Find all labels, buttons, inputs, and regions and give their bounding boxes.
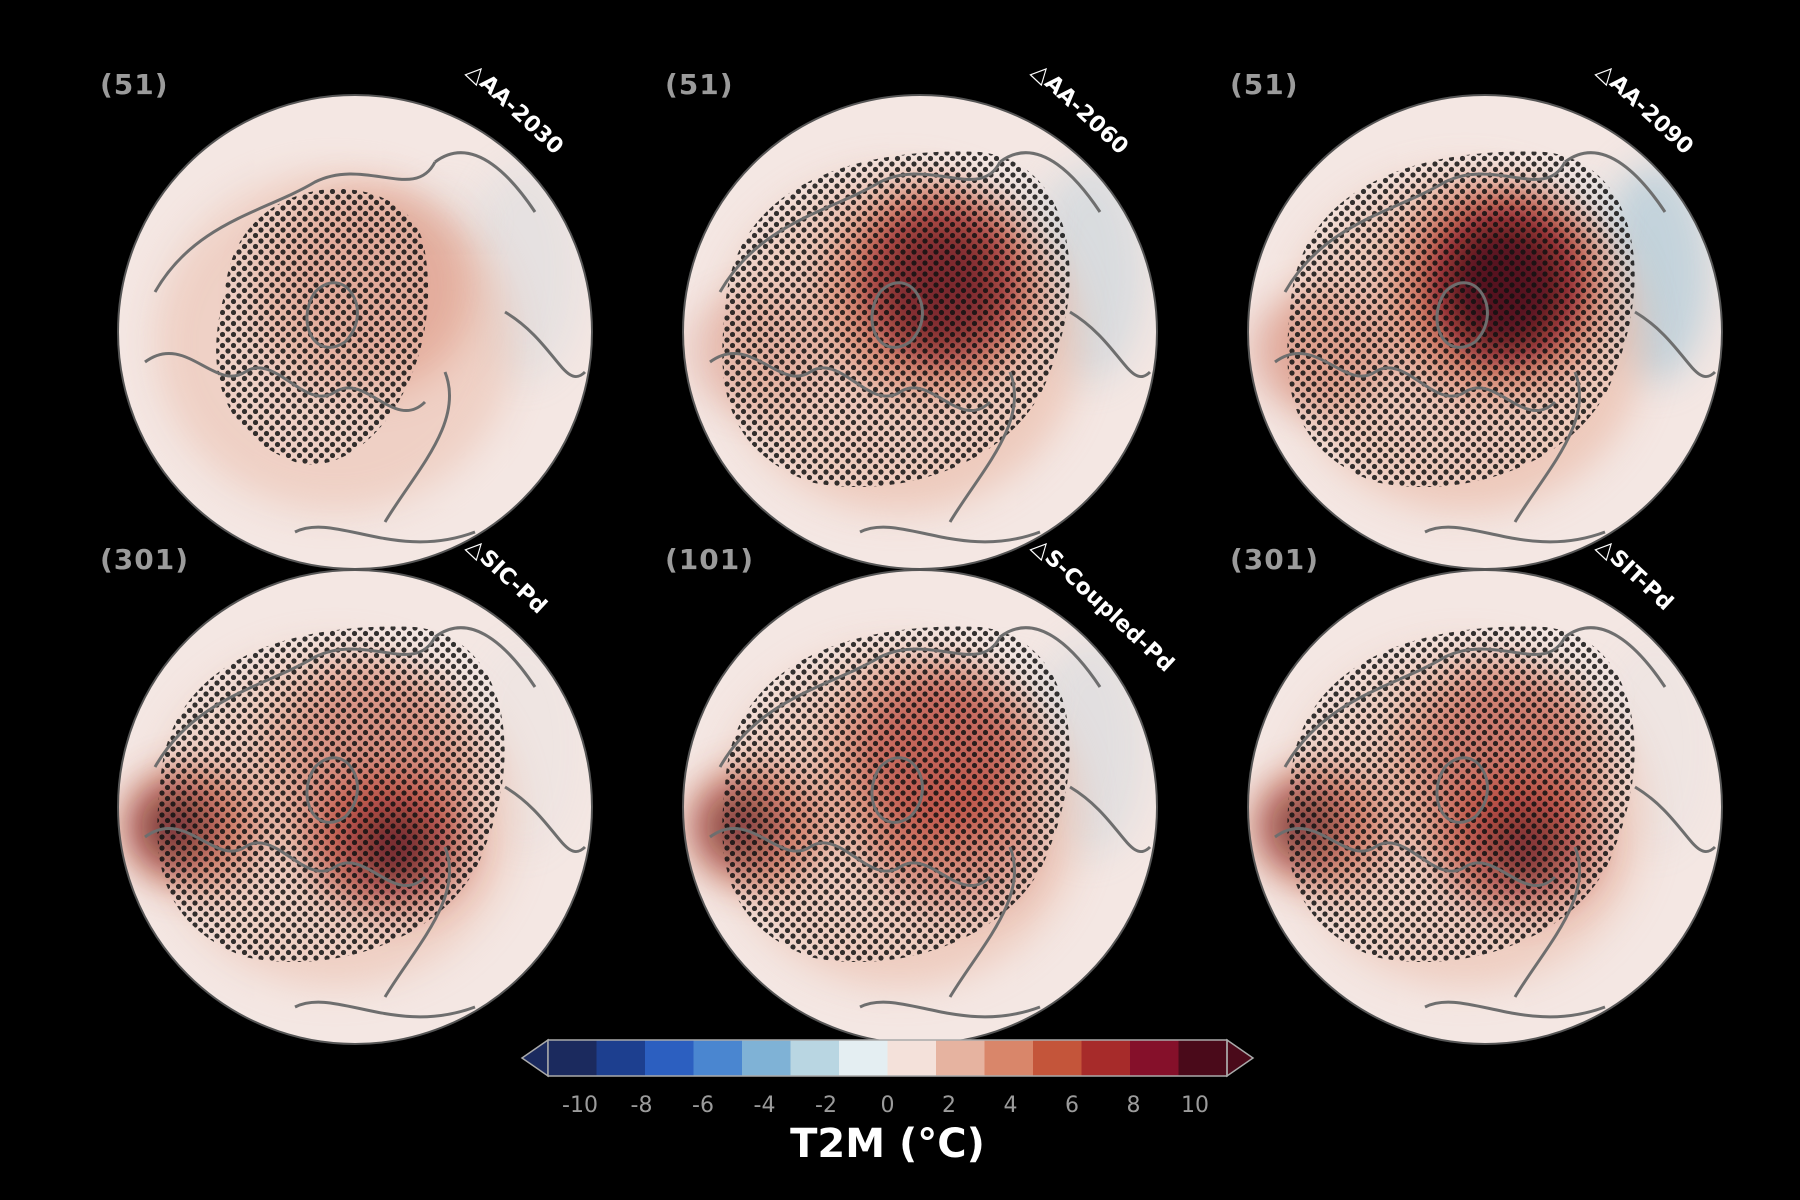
globe-map	[1247, 569, 1723, 1045]
colorbar-segment	[984, 1040, 1034, 1076]
colorbar-segment	[936, 1040, 985, 1076]
colorbar-segment	[1178, 1040, 1228, 1076]
colorbar-tick-label: 0	[880, 1093, 895, 1118]
map-panel-3: (51) △AA-2090	[1190, 40, 1790, 570]
colorbar-tick-label: 8	[1126, 1093, 1141, 1118]
significance-stippling	[157, 626, 505, 963]
map-panel-4: (301) △SIC-Pd	[60, 515, 660, 1045]
colorbar-tick-label: 6	[1065, 1093, 1079, 1118]
colorbar-bar	[520, 1038, 1255, 1078]
colorbar-segment	[548, 1040, 597, 1076]
colorbar-tick-label: 4	[1003, 1093, 1018, 1118]
ensemble-count: (301)	[100, 543, 190, 576]
colorbar: -10 -8 -6 -4 -2 0 2 4 6 8 10 T2M (°C)	[520, 1035, 1255, 1175]
colorbar-segment	[790, 1040, 840, 1076]
ensemble-count: (51)	[100, 68, 169, 101]
colorbar-ticks: -10 -8 -6 -4 -2 0 2 4 6 8 10	[520, 1093, 1255, 1123]
significance-stippling	[722, 626, 1070, 963]
colorbar-title: T2M (°C)	[790, 1121, 985, 1167]
map-panel-6: (301) △SIT-Pd	[1190, 515, 1790, 1045]
globe-map	[117, 569, 593, 1045]
colorbar-tick-label: 10	[1181, 1093, 1209, 1118]
colorbar-tick-label: -6	[692, 1093, 714, 1118]
globe-map	[682, 569, 1158, 1045]
ensemble-count: (51)	[665, 68, 734, 101]
significance-stippling	[1287, 151, 1635, 488]
colorbar-segment	[645, 1040, 694, 1076]
significance-stippling	[216, 188, 429, 465]
map-panel-2: (51) △AA-2060	[625, 40, 1225, 570]
globe-map	[682, 94, 1158, 570]
colorbar-segment	[1130, 1040, 1179, 1076]
globe-map	[1247, 94, 1723, 570]
colorbar-segment	[839, 1040, 888, 1076]
map-panel-5: (101) △S-Coupled-Pd	[625, 515, 1225, 1045]
coastlines	[144, 151, 587, 544]
colorbar-min-extend	[520, 1038, 549, 1078]
coastlines	[709, 626, 1152, 1019]
colorbar-tick-label: -2	[815, 1093, 837, 1118]
significance-stippling	[722, 151, 1070, 488]
colorbar-segment	[1033, 1040, 1082, 1076]
colorbar-segment	[742, 1040, 791, 1076]
colorbar-tick-label: -10	[562, 1093, 598, 1118]
colorbar-max-extend	[1226, 1038, 1255, 1078]
colorbar-tick-label: 2	[942, 1093, 956, 1118]
colorbar-tick-label: -4	[753, 1093, 776, 1118]
colorbar-segment	[1081, 1040, 1131, 1076]
map-panel-1: (51) △AA-2030	[60, 40, 660, 570]
coastlines	[709, 151, 1152, 544]
colorbar-segment	[693, 1040, 743, 1076]
coastlines	[1274, 151, 1717, 544]
colorbar-segment	[596, 1040, 646, 1076]
colorbar-segment	[887, 1040, 937, 1076]
globe-map	[117, 94, 593, 570]
coastlines	[1274, 626, 1717, 1019]
ensemble-count: (51)	[1230, 68, 1299, 101]
significance-stippling	[1287, 626, 1635, 963]
colorbar-tick-label: -8	[630, 1093, 653, 1118]
ensemble-count: (101)	[665, 543, 755, 576]
coastlines	[144, 626, 587, 1019]
ensemble-count: (301)	[1230, 543, 1320, 576]
